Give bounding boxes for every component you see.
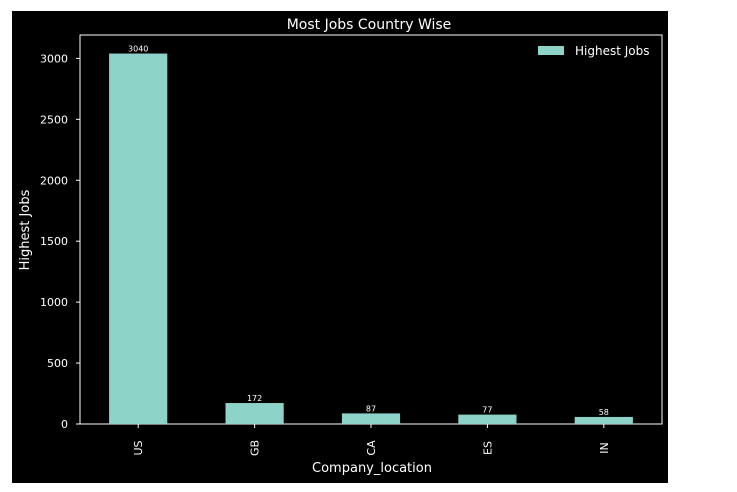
axes-frame (79, 34, 663, 425)
legend: Highest Jobs (538, 44, 649, 58)
y-tick-label: 3000 (40, 52, 68, 65)
y-tick-label: 2000 (40, 174, 68, 187)
plot-area: 0 500 1000 1500 2000 2500 3000 3040 US 172 GB 87 CA 7… (40, 34, 663, 456)
bar-value-label: 58 (599, 408, 609, 417)
chart-title: Most Jobs Country Wise (287, 17, 452, 33)
x-tick-label: IN (598, 442, 611, 453)
x-tick-label: GB (249, 440, 262, 456)
bar (341, 413, 401, 424)
bar-value-label: 77 (482, 406, 492, 415)
y-tick-label: 0 (61, 418, 68, 431)
legend-swatch (538, 46, 564, 55)
x-axis-label: Company_location (312, 461, 432, 476)
bar-value-label: 172 (247, 394, 262, 403)
y-tick-label: 500 (47, 357, 68, 370)
bar (109, 53, 168, 425)
x-tick-label: US (132, 440, 145, 455)
bar-value-label: 87 (366, 404, 376, 413)
y-tick-label: 2500 (40, 113, 68, 126)
bar (458, 414, 517, 424)
x-tick-label: CA (365, 440, 378, 456)
bar (225, 403, 284, 424)
legend-label: Highest Jobs (575, 44, 649, 58)
y-axis-label: Highest Jobs (18, 189, 33, 270)
bar (574, 416, 633, 424)
y-tick-label: 1000 (40, 296, 68, 309)
bar-value-label: 3040 (128, 45, 148, 54)
x-tick-label: ES (481, 441, 494, 455)
y-tick-label: 1500 (40, 235, 68, 248)
